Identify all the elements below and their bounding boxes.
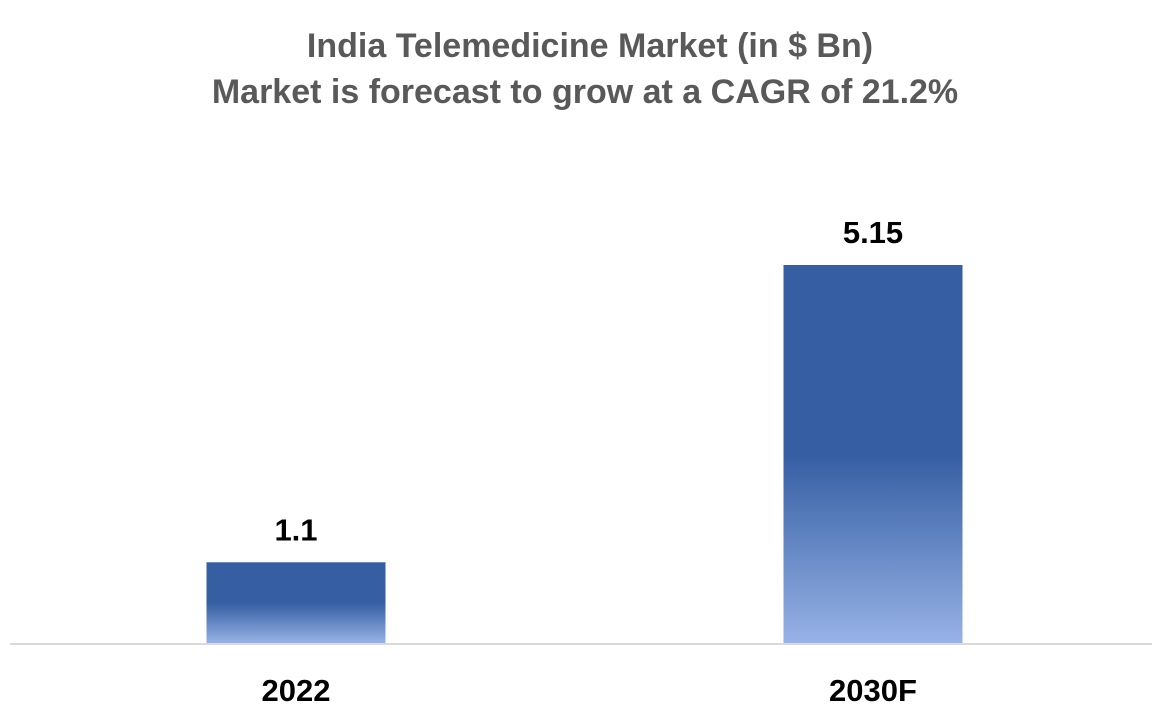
x-tick-label: 2022 — [262, 673, 331, 708]
bar-2030F — [783, 265, 963, 643]
x-tick-label: 2030F — [829, 673, 917, 708]
data-label: 5.15 — [843, 215, 903, 250]
bar-2022 — [206, 562, 386, 643]
chart-subtitle: Market is forecast to grow at a CAGR of … — [212, 73, 958, 111]
chart-title: India Telemedicine Market (in $ Bn) — [307, 27, 873, 65]
data-label: 1.1 — [274, 512, 317, 547]
